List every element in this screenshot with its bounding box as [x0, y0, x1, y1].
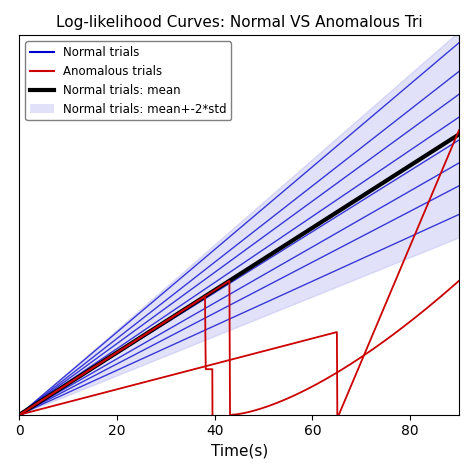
Title: Log-likelihood Curves: Normal VS Anomalous Tri: Log-likelihood Curves: Normal VS Anomalo…: [56, 15, 422, 30]
Legend: Normal trials, Anomalous trials, Normal trials: mean, Normal trials: mean+-2*std: Normal trials, Anomalous trials, Normal …: [25, 41, 231, 120]
X-axis label: Time(s): Time(s): [210, 444, 268, 459]
